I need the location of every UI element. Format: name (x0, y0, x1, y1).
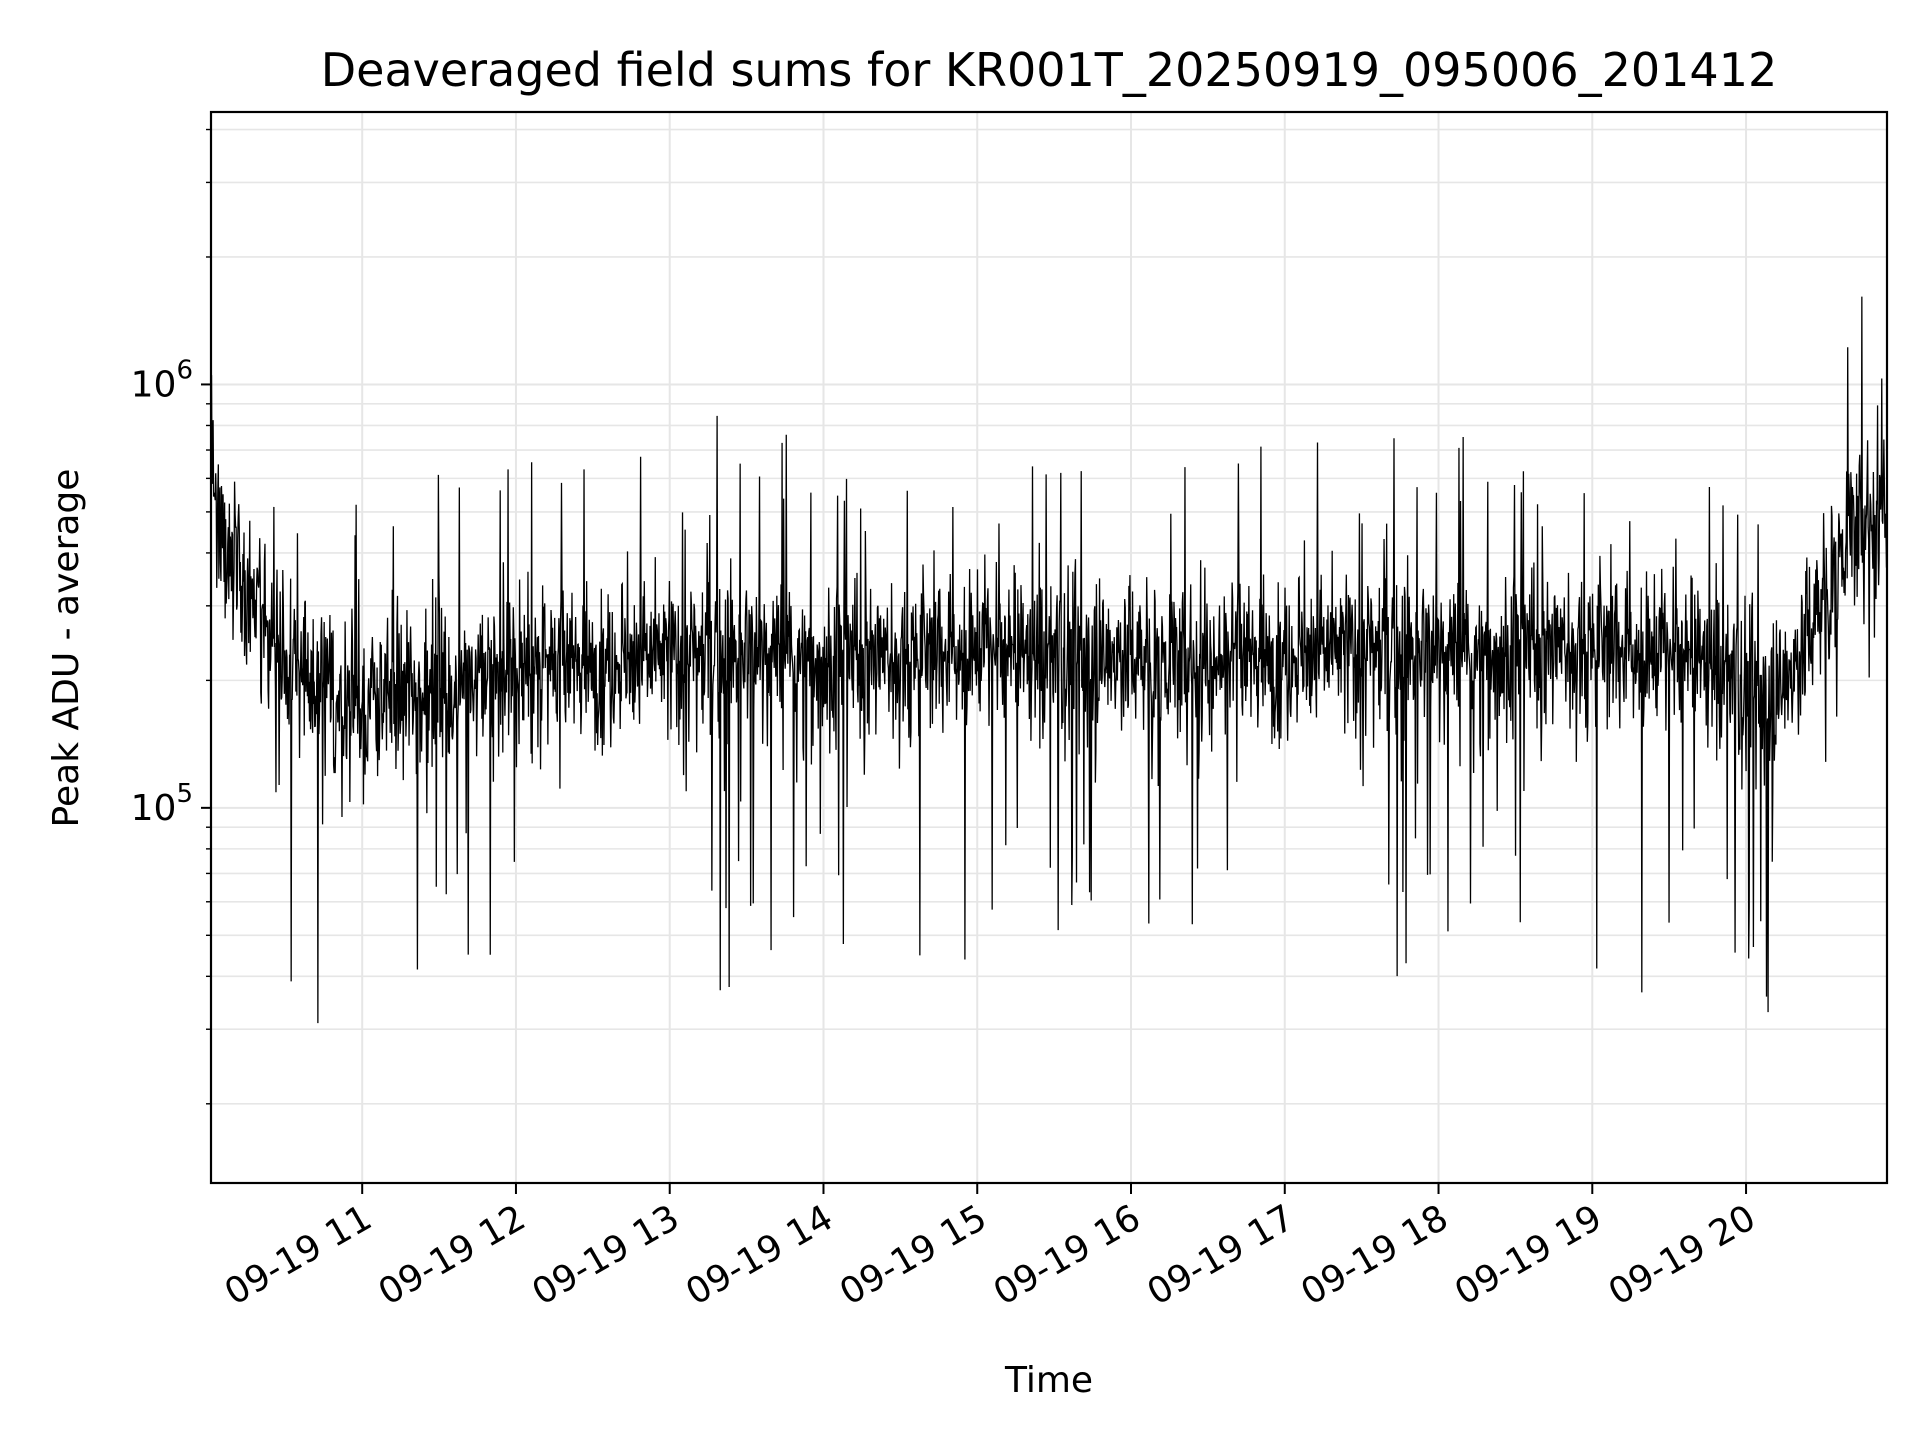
y-tick-label: 106 (131, 355, 193, 405)
y-axis-label: Peak ADU - average (46, 469, 87, 828)
plot-area (210, 296, 1888, 1024)
y-tick-label-base: 10 (131, 788, 177, 829)
chart-title: Deaveraged field sums for KR001T_2025091… (321, 43, 1777, 97)
y-tick-label: 105 (131, 779, 193, 829)
series-line (210, 296, 1888, 1024)
y-tick-label-exponent: 6 (176, 355, 193, 385)
y-tick-label-exponent: 5 (176, 779, 193, 809)
x-axis-label: Time (1004, 1360, 1093, 1401)
axes-frame (209, 110, 1889, 1185)
y-tick-label-base: 10 (131, 364, 177, 405)
